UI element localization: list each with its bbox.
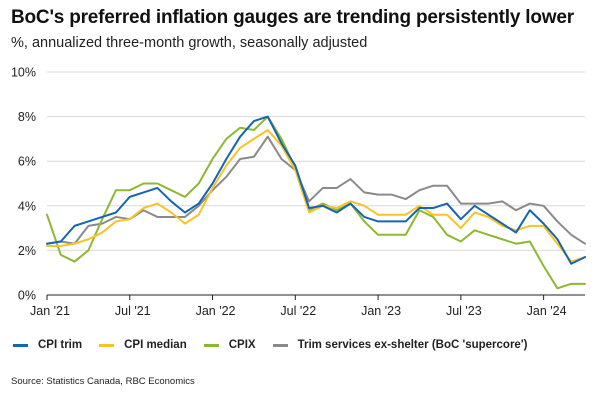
series-line-cpi-median [46, 128, 586, 263]
legend-item-cpi-median[interactable]: CPI median [99, 339, 187, 351]
chart-title: BoC's preferred inflation gauges are tre… [11, 7, 574, 28]
legend-swatch-cpi-median [99, 343, 115, 347]
legend-item-supercore[interactable]: Trim services ex-shelter (BoC 'supercore… [272, 339, 528, 351]
x-tick-label: Jul '22 [280, 304, 316, 318]
legend-item-cpi-trim[interactable]: CPI trim [13, 339, 82, 351]
y-tick-label: 2% [18, 244, 36, 258]
grid-lines [47, 71, 585, 251]
legend-label-cpix: CPIX [228, 339, 256, 351]
y-tick-label: 6% [18, 155, 36, 169]
y-tick-label: 8% [18, 110, 36, 124]
series-line-cpi-trim [46, 115, 586, 265]
y-tick-label: 4% [18, 199, 36, 213]
x-tick-label: Jul '23 [446, 304, 482, 318]
x-tick-label: Jan '23 [361, 304, 401, 318]
x-tick-label: Jul '21 [115, 304, 151, 318]
source-note: Source: Statistics Canada, RBC Economics [11, 376, 195, 387]
series-lines [46, 115, 586, 290]
legend-label-supercore: Trim services ex-shelter (BoC 'supercore… [297, 339, 528, 351]
x-tick-label: Jan '22 [196, 304, 236, 318]
legend-item-cpix[interactable]: CPIX [203, 339, 256, 351]
legend-swatch-cpix [203, 343, 219, 347]
legend: CPI trim CPI median CPIX Trim services e… [13, 339, 544, 351]
legend-label-cpi-trim: CPI trim [38, 339, 83, 351]
x-tick-label: Jan '21 [30, 304, 70, 318]
chart-subtitle: %, annualized three-month growth, season… [11, 35, 368, 51]
legend-label-cpi-median: CPI median [124, 339, 187, 351]
legend-swatch-supercore [272, 343, 288, 347]
y-tick-label: 0% [18, 289, 36, 303]
x-tick-label: Jan '24 [527, 304, 567, 318]
y-axis-tick-labels: 0% 2% 4% 6% 8% 10% [11, 66, 36, 303]
x-axis: Jan '21 Jul '21 Jan '22 Jul '22 Jan '23 Jul '… [30, 294, 585, 318]
legend-swatch-cpi-trim [13, 343, 28, 347]
y-tick-label: 10% [11, 66, 36, 80]
